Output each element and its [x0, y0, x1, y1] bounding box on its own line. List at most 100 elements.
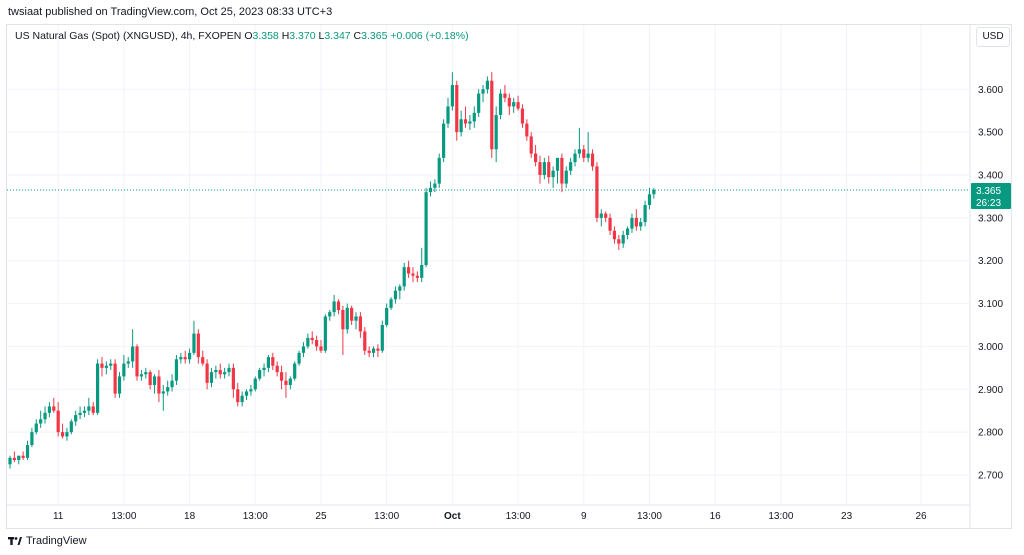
open-value: 3.358 [252, 30, 279, 42]
candle [231, 363, 235, 398]
candle-body [420, 265, 424, 278]
candle-body [297, 352, 301, 364]
candle-body [244, 391, 249, 396]
candle-body [481, 89, 485, 94]
candle [139, 370, 143, 381]
candle-body [477, 93, 481, 113]
candle [389, 297, 393, 310]
candle-body [415, 275, 419, 278]
y-tick-label: 3.400 [978, 171, 1003, 182]
candle [350, 305, 354, 325]
candle [577, 127, 581, 158]
candle [363, 327, 367, 355]
candle [179, 352, 183, 364]
candle [157, 370, 161, 403]
candle-body [109, 363, 113, 366]
candle [433, 179, 437, 193]
symbol-name[interactable]: US Natural Gas (Spot) (XNGUSD), 4h, FXOP… [15, 30, 242, 42]
candle-body [485, 80, 490, 90]
candle [205, 359, 209, 390]
candle-body [87, 406, 91, 411]
candle [117, 372, 122, 398]
candle-body [551, 170, 555, 178]
candle [275, 361, 279, 377]
candle-body [179, 357, 183, 360]
x-tick-label: 13:00 [637, 511, 662, 522]
candle [367, 346, 371, 358]
candle [236, 382, 240, 407]
candle [144, 367, 148, 379]
candle [647, 187, 652, 210]
candle-body [433, 183, 437, 188]
candle-body [65, 432, 69, 437]
x-tick-label: 11 [53, 511, 64, 522]
candle-body [625, 228, 630, 235]
candle [424, 187, 428, 268]
candle [310, 331, 314, 345]
candle [39, 410, 43, 428]
change-value: +0.006 (+0.18%) [390, 30, 469, 42]
currency-button[interactable]: USD [976, 27, 1010, 47]
candle [485, 76, 490, 94]
candle [266, 355, 271, 373]
candle-body [47, 406, 52, 413]
footer-brand[interactable]: TradingView [8, 535, 87, 547]
candle [590, 149, 595, 171]
candle [560, 153, 564, 193]
publish-line: twsiaat published on TradingView.com, Oc… [8, 6, 333, 18]
candle-body [271, 357, 275, 366]
candle-body [538, 162, 542, 175]
candle-body [122, 363, 126, 377]
candle-body [152, 376, 157, 385]
candle [262, 363, 266, 377]
candle-body [498, 93, 503, 115]
candle [507, 93, 511, 115]
candle-body [376, 348, 380, 351]
candle-body [166, 387, 170, 392]
candle [258, 367, 262, 381]
x-tick-label: 13:00 [374, 511, 399, 522]
candle [170, 374, 174, 392]
candle-body [389, 299, 393, 308]
candle [74, 410, 78, 426]
candle-body [323, 316, 327, 351]
candle-body [516, 102, 520, 109]
candle [293, 361, 297, 381]
low-label: L [318, 30, 325, 42]
candle [82, 406, 87, 418]
candle-body [161, 391, 165, 394]
close-label: C [353, 30, 362, 42]
candle-body [240, 395, 244, 403]
candle-body [336, 301, 341, 310]
candle [25, 440, 30, 460]
candle-body [52, 406, 56, 411]
candle-body [350, 307, 354, 321]
candle-body [599, 213, 603, 218]
candle [617, 235, 621, 250]
candle [608, 213, 612, 235]
candle [630, 213, 634, 233]
candle [551, 166, 555, 188]
candle [332, 295, 336, 317]
candle [249, 385, 253, 396]
candle-body [560, 157, 564, 184]
candle [306, 333, 310, 349]
candle [595, 162, 599, 223]
x-tick-label: 26 [915, 511, 927, 522]
candle-body [341, 310, 345, 330]
candle [47, 402, 52, 418]
high-value: 3.370 [289, 30, 316, 42]
candle-body [437, 157, 441, 184]
candle-body [652, 190, 656, 195]
candle-body [402, 267, 406, 287]
candle [599, 209, 603, 227]
candle [525, 119, 529, 141]
x-tick-label: Oct [444, 511, 461, 522]
candle-body [306, 337, 310, 347]
candle-body [30, 432, 34, 445]
candle [463, 106, 468, 128]
close-value: 3.365 [361, 30, 388, 42]
candle-body [187, 352, 192, 360]
candle-body [201, 357, 205, 364]
